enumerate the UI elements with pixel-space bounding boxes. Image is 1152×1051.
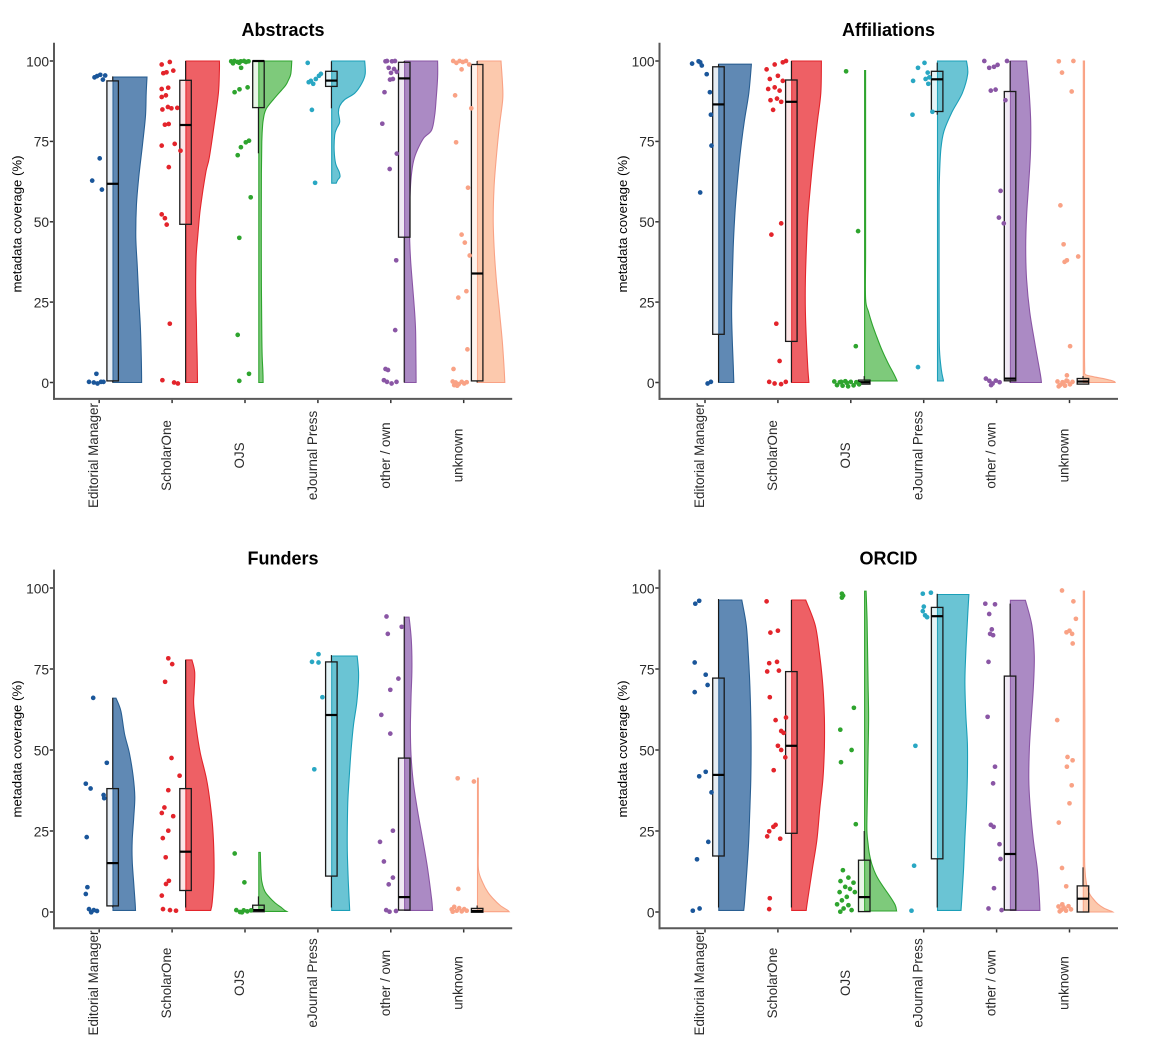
svg-text:OJS: OJS (838, 442, 853, 468)
svg-text:other / own: other / own (984, 950, 999, 1016)
svg-text:eJournal Press: eJournal Press (911, 938, 926, 1028)
svg-text:ScholarOne: ScholarOne (765, 420, 780, 491)
svg-text:75: 75 (34, 135, 50, 150)
svg-text:100: 100 (632, 54, 655, 69)
svg-text:unknown: unknown (1057, 429, 1072, 483)
svg-text:0: 0 (647, 905, 655, 920)
svg-text:25: 25 (639, 824, 655, 839)
svg-text:100: 100 (632, 581, 655, 596)
svg-text:eJournal Press: eJournal Press (305, 411, 320, 501)
svg-text:Editorial Manager: Editorial Manager (86, 930, 101, 1035)
svg-text:100: 100 (26, 581, 49, 596)
svg-text:metadata coverage (%): metadata coverage (%) (615, 155, 630, 292)
svg-text:metadata coverage (%): metadata coverage (%) (10, 680, 25, 817)
svg-text:50: 50 (639, 743, 655, 758)
svg-text:75: 75 (639, 662, 655, 677)
svg-text:0: 0 (647, 376, 655, 391)
svg-text:Affiliations: Affiliations (842, 20, 935, 40)
svg-text:OJS: OJS (232, 970, 247, 996)
svg-text:100: 100 (26, 54, 49, 69)
svg-text:Editorial Manager: Editorial Manager (692, 930, 707, 1035)
svg-text:25: 25 (34, 295, 50, 310)
svg-text:unknown: unknown (451, 956, 466, 1010)
svg-text:eJournal Press: eJournal Press (911, 411, 926, 501)
svg-text:25: 25 (639, 295, 655, 310)
svg-text:Abstracts: Abstracts (241, 20, 324, 40)
svg-text:Funders: Funders (247, 549, 318, 569)
svg-text:50: 50 (639, 215, 655, 230)
svg-text:OJS: OJS (232, 442, 247, 468)
svg-text:unknown: unknown (1057, 956, 1072, 1010)
svg-text:0: 0 (41, 376, 49, 391)
svg-text:other / own: other / own (984, 422, 999, 488)
svg-text:50: 50 (34, 743, 50, 758)
svg-text:ScholarOne: ScholarOne (765, 948, 780, 1019)
svg-text:75: 75 (34, 662, 50, 677)
svg-text:Editorial Manager: Editorial Manager (692, 402, 707, 507)
svg-text:Editorial Manager: Editorial Manager (86, 402, 101, 507)
svg-text:eJournal Press: eJournal Press (305, 938, 320, 1028)
svg-text:75: 75 (639, 135, 655, 150)
svg-text:25: 25 (34, 824, 50, 839)
svg-text:ORCID: ORCID (860, 549, 918, 569)
svg-text:50: 50 (34, 215, 50, 230)
svg-text:unknown: unknown (451, 429, 466, 483)
svg-text:metadata coverage (%): metadata coverage (%) (615, 680, 630, 817)
svg-text:ScholarOne: ScholarOne (159, 420, 174, 491)
svg-text:metadata coverage (%): metadata coverage (%) (10, 155, 25, 292)
svg-text:ScholarOne: ScholarOne (159, 948, 174, 1019)
svg-text:other / own: other / own (378, 950, 393, 1016)
svg-text:other / own: other / own (378, 422, 393, 488)
svg-text:0: 0 (41, 905, 49, 920)
svg-text:OJS: OJS (838, 970, 853, 996)
